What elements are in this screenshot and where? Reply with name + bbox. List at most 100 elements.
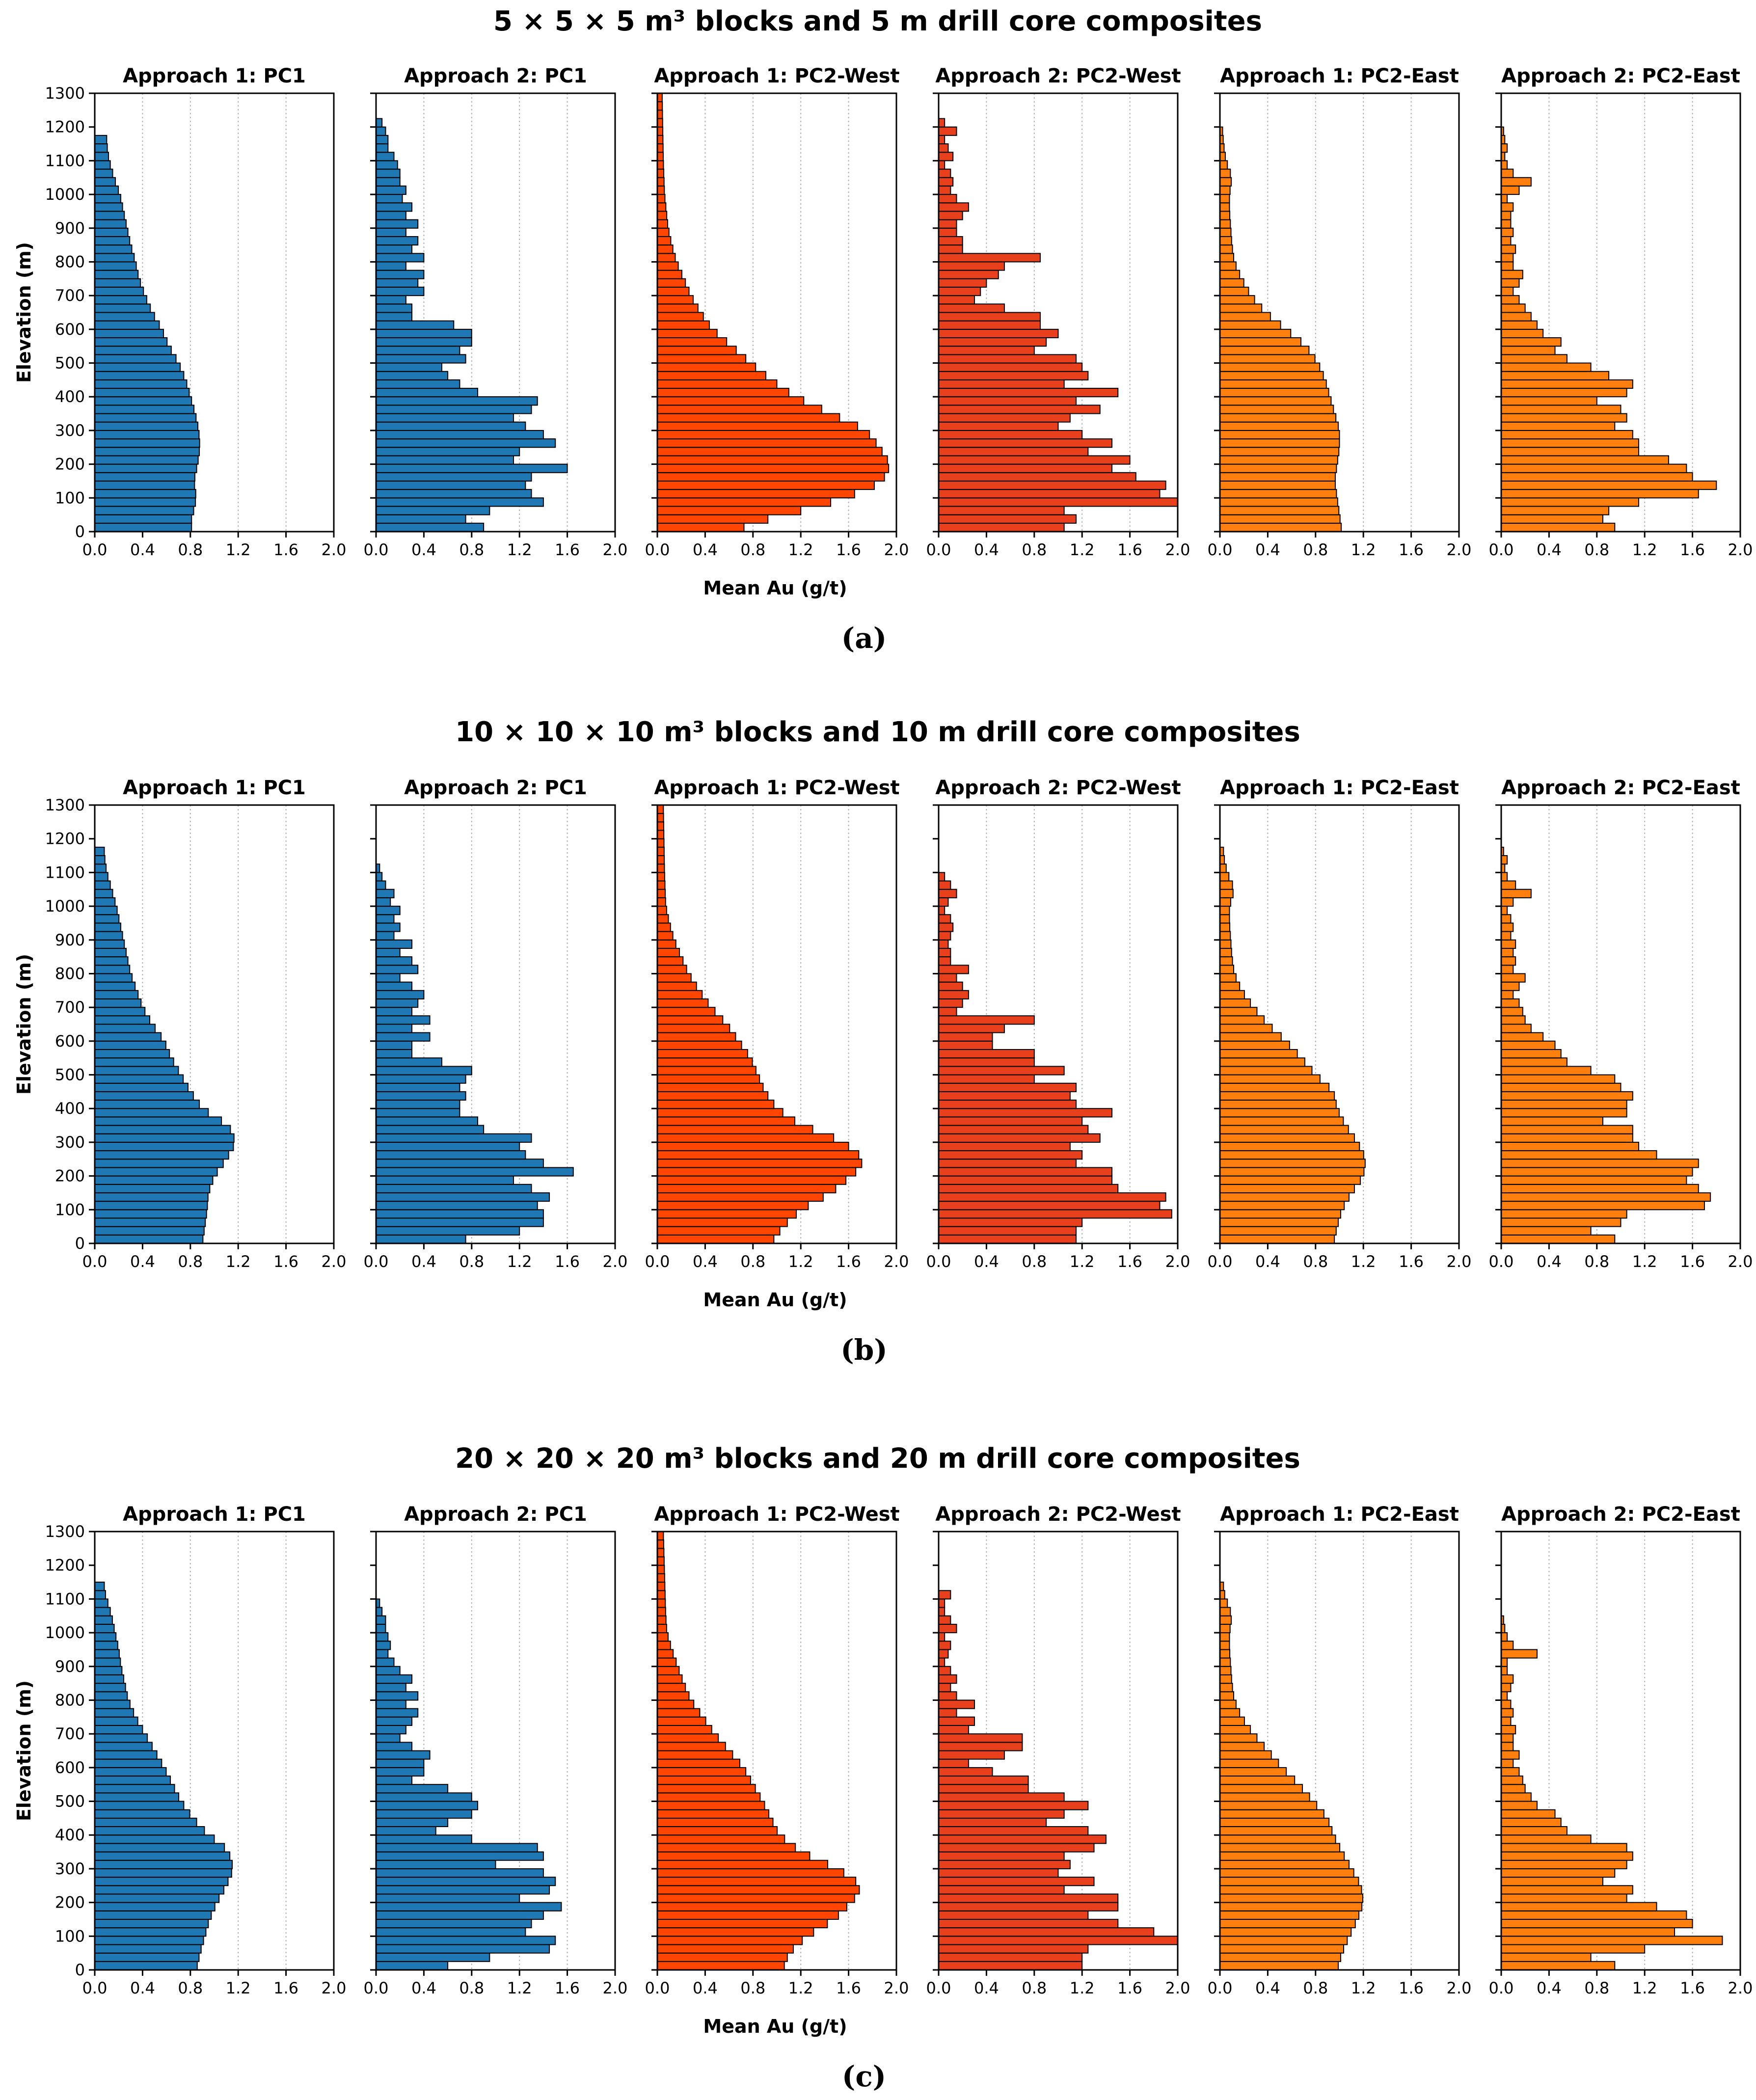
bar — [376, 1234, 466, 1244]
bar — [1501, 303, 1526, 313]
bar — [1219, 1893, 1363, 1903]
bar — [376, 1843, 538, 1853]
bar — [376, 295, 406, 305]
x-tick-label: 2.0 — [884, 1979, 909, 1997]
plot-frame — [938, 804, 1179, 1244]
bar — [938, 371, 1089, 380]
x-tick-label: 0.4 — [1537, 540, 1562, 559]
bar — [376, 1184, 532, 1193]
bar — [94, 1040, 166, 1050]
x-tick-label: 0.0 — [926, 1979, 951, 1997]
bar — [376, 320, 455, 330]
bar — [1219, 1623, 1231, 1634]
bar — [94, 1226, 205, 1236]
bar — [938, 981, 963, 991]
panel-title: Approach 2: PC2-West — [935, 777, 1181, 799]
bar — [376, 1691, 419, 1701]
bar — [657, 379, 778, 389]
x-tick-label: 1.2 — [1070, 1979, 1095, 1997]
bar — [1219, 872, 1230, 882]
bar — [376, 1868, 544, 1878]
bar — [376, 354, 466, 364]
bar — [94, 1851, 231, 1861]
bar — [1501, 1167, 1693, 1177]
bar — [94, 1032, 162, 1042]
bar — [657, 805, 664, 814]
bar — [938, 396, 1077, 406]
bar — [938, 1936, 1178, 1945]
bar — [1219, 1234, 1335, 1244]
bar — [376, 1851, 544, 1861]
bar — [657, 211, 668, 220]
bar — [1219, 1091, 1335, 1101]
bar — [657, 1234, 775, 1244]
bar — [376, 404, 532, 414]
x-tick-label: 0.8 — [1022, 1252, 1047, 1271]
bar — [657, 1742, 726, 1751]
bar — [1219, 1167, 1365, 1177]
bar — [657, 497, 832, 507]
x-tick-label: 2.0 — [603, 1252, 628, 1271]
bar — [94, 438, 200, 448]
bar — [94, 1927, 207, 1937]
panel-2: Approach 2: PC1 0.0 0.4 0.8 1.2 1.6 2.0 — [364, 65, 628, 559]
x-tick-label: 1.2 — [1351, 1252, 1376, 1271]
bar — [1501, 1666, 1508, 1675]
x-tick-label: 1.6 — [836, 1979, 861, 1997]
x-tick-label: 0.8 — [1022, 1979, 1047, 1997]
bar — [657, 463, 890, 473]
x-tick-label: 0.8 — [1303, 1979, 1328, 1997]
bar — [657, 295, 694, 305]
bar — [1219, 514, 1341, 524]
y-tick-label: 1000 — [45, 1623, 85, 1642]
bar — [1501, 965, 1514, 974]
bar — [938, 1158, 1077, 1168]
y-tick-label: 800 — [55, 964, 85, 983]
x-tick-label: 2.0 — [322, 1979, 347, 1997]
bar — [376, 396, 538, 406]
y-tick-label: 1300 — [45, 84, 85, 103]
bar — [938, 990, 969, 999]
bar — [657, 438, 877, 448]
x-tick-label: 1.6 — [836, 1252, 861, 1271]
bar — [1219, 253, 1235, 263]
bar — [657, 1201, 809, 1211]
bar — [1219, 261, 1237, 271]
bar — [1501, 371, 1610, 380]
bar — [657, 1683, 686, 1693]
bar — [376, 1226, 520, 1236]
bar — [94, 1750, 158, 1760]
bar — [657, 1226, 781, 1236]
bar — [1501, 514, 1603, 524]
bar — [657, 362, 756, 372]
bar — [376, 922, 401, 932]
bar — [1219, 522, 1342, 532]
x-tick-label: 1.6 — [1117, 1979, 1142, 1997]
bar — [1501, 1150, 1657, 1160]
bar — [94, 1792, 180, 1802]
panel-title: Approach 1: PC2-East — [1220, 777, 1459, 799]
bar — [376, 1607, 383, 1616]
x-tick-label: 0.0 — [1208, 1979, 1233, 1997]
bar — [1219, 1057, 1305, 1067]
bar — [94, 168, 113, 178]
bar — [938, 1784, 1029, 1794]
bar — [1219, 1944, 1345, 1954]
bar — [376, 1015, 431, 1025]
y-tick-label: 900 — [55, 1657, 85, 1676]
bar — [1219, 931, 1231, 941]
bar — [376, 160, 398, 170]
x-tick-label: 0.0 — [645, 1979, 670, 1997]
x-tick-label: 0.8 — [740, 540, 765, 559]
bar — [1501, 1716, 1512, 1726]
bar — [1501, 1023, 1532, 1033]
bar — [376, 388, 478, 398]
bar — [938, 1590, 951, 1600]
bar — [938, 354, 1077, 364]
bar — [1219, 1961, 1339, 1970]
bar — [1501, 939, 1516, 949]
y-tick-label: 400 — [55, 1099, 85, 1118]
x-tick-label: 0.4 — [1255, 1979, 1280, 1997]
bar — [376, 1108, 460, 1118]
bar — [1501, 1733, 1514, 1743]
